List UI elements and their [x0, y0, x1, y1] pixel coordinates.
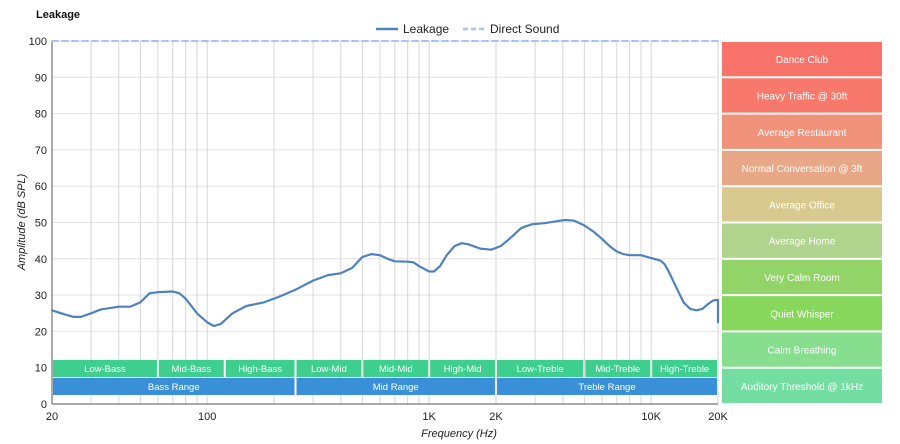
y-tick-label: 50	[35, 218, 47, 230]
reference-level-block	[722, 78, 882, 113]
reference-level-label: Auditory Threshold @ 1kHz	[741, 382, 863, 393]
reference-level-block	[722, 42, 882, 77]
reference-level-block	[722, 187, 882, 222]
series-lines	[50, 40, 720, 328]
y-tick-label: 20	[35, 326, 47, 338]
reference-level-label: Calm Breathing	[768, 346, 837, 357]
frequency-band-box	[652, 360, 717, 377]
y-tick-label: 100	[29, 36, 47, 48]
reference-level-block	[722, 150, 882, 186]
reference-level-label: Heavy Traffic @ 30ft	[757, 91, 848, 102]
frequency-range-box	[296, 378, 495, 395]
frequency-range-label: Bass Range	[148, 382, 200, 393]
reference-level-block	[722, 368, 882, 403]
reference-level-label: Normal Conversation @ 3ft	[742, 164, 863, 175]
reference-level-block	[722, 114, 882, 149]
frequency-band-label: High-Bass	[238, 364, 282, 375]
x-axis-title: Frequency (Hz)	[421, 428, 497, 440]
reference-level-label: Very Calm Room	[764, 273, 840, 284]
reference-level-label: Average Home	[769, 237, 836, 248]
frequency-band-box	[53, 360, 157, 377]
y-tick-label: 70	[35, 145, 47, 157]
frequency-band-box	[430, 360, 495, 377]
x-tick-label: 2K	[489, 411, 503, 423]
y-tick-label: 10	[35, 363, 47, 375]
frequency-range-box	[497, 378, 717, 395]
frequency-band-label: High-Mid	[444, 364, 482, 375]
x-tick-label: 100	[198, 411, 216, 423]
series-leakage-line	[50, 218, 720, 328]
chart-title: Leakage	[36, 9, 80, 21]
reference-level-block	[722, 332, 882, 367]
reference-level-block	[722, 223, 882, 258]
legend-direct-sound-label: Direct Sound	[490, 22, 559, 36]
frequency-range-label: Mid Range	[373, 382, 419, 393]
y-tick-label: 90	[35, 72, 47, 84]
frequency-band-label: Low-Mid	[311, 364, 347, 375]
frequency-band-label: Mid-Bass	[172, 364, 212, 375]
frequency-band-box	[497, 360, 584, 377]
reference-level-label: Average Office	[769, 200, 835, 211]
y-tick-label: 60	[35, 181, 47, 193]
frequency-band-label: Low-Treble	[517, 364, 564, 375]
frequency-band-box	[158, 360, 224, 377]
frequency-band-label: Low-Bass	[84, 364, 126, 375]
frequency-band-box	[296, 360, 362, 377]
legend: Leakage Direct Sound	[376, 22, 559, 36]
x-tick-label: 10K	[641, 411, 661, 423]
x-tick-label: 20	[46, 411, 58, 423]
y-tick-label: 80	[35, 109, 47, 121]
reference-level-label: Average Restaurant	[758, 128, 847, 139]
frequency-band-label: High-Treble	[660, 364, 709, 375]
frequency-band-label: Mid-Treble	[595, 364, 640, 375]
frequency-band-box	[585, 360, 651, 377]
reference-level-label: Dance Club	[776, 55, 829, 66]
grid	[51, 40, 719, 405]
frequency-bands: Low-Bass Mid-Bass High-Bass Low-Mid Mid-Mid H…	[53, 360, 717, 395]
reference-levels: Dance Club Heavy Traffic @ 30ft Average Re…	[722, 42, 882, 403]
reference-level-block	[722, 259, 882, 295]
y-tick-label: 0	[41, 399, 47, 411]
frequency-band-box	[363, 360, 429, 377]
frequency-range-box	[53, 378, 295, 395]
frequency-range-label: Treble Range	[578, 382, 635, 393]
y-tick-label: 30	[35, 290, 47, 302]
y-axis-title: Amplitude (dB SPL)	[16, 173, 28, 271]
y-axis-ticks: 0 10 20 30 40 50 60 70 80 90 100	[29, 36, 47, 411]
x-axis-ticks: 20 100 1K 2K 10K 20K	[46, 411, 729, 423]
frequency-band-box	[225, 360, 295, 377]
x-tick-label: 20K	[708, 411, 728, 423]
x-tick-label: 1K	[422, 411, 436, 423]
reference-level-block	[722, 296, 882, 331]
y-tick-label: 40	[35, 254, 47, 266]
frequency-band-label: Mid-Mid	[379, 364, 413, 375]
legend-leakage-label: Leakage	[403, 22, 449, 36]
reference-level-label: Quiet Whisper	[770, 309, 834, 320]
